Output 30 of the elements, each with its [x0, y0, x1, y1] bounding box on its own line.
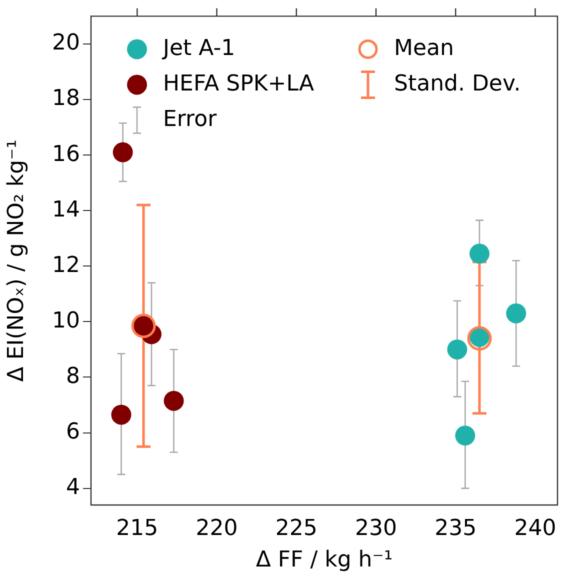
point [506, 303, 526, 324]
y-tick-label: 12 [52, 252, 80, 278]
x-tick-label: 220 [196, 516, 238, 541]
y-tick-label: 18 [52, 86, 80, 112]
point [447, 339, 468, 360]
y-tick-label: 14 [52, 197, 80, 222]
point [469, 244, 490, 264]
x-tick-label: 230 [354, 516, 397, 541]
annotation: Error [163, 106, 218, 132]
point [112, 142, 133, 162]
x-tick-label: 240 [514, 516, 556, 541]
x-tick-label: 235 [434, 516, 477, 541]
legend-label: Jet A-1 [161, 36, 236, 61]
x-axis-title: Δ FF / kg h⁻¹ [256, 548, 393, 573]
y-tick-label: 20 [52, 30, 80, 56]
point [455, 426, 476, 446]
x-tick-label: 215 [116, 516, 158, 541]
annotation: Stand. Dev. [394, 71, 521, 96]
legend-label: HEFA SPK+LA [163, 71, 314, 96]
y-tick-label: 6 [66, 420, 80, 445]
point [164, 390, 184, 411]
y-tick-label: 8 [66, 364, 80, 389]
point [467, 326, 492, 351]
x-tick-label: 225 [275, 516, 318, 541]
point [111, 404, 132, 425]
y-tick-label: 16 [52, 142, 80, 167]
y-tick-label: 10 [52, 308, 80, 334]
legend-label: Mean [394, 36, 454, 61]
y-tick-label: 4 [66, 475, 80, 500]
y-axis-title: Δ EI(NOₓ) / g NO₂ kg⁻¹ [4, 139, 29, 382]
